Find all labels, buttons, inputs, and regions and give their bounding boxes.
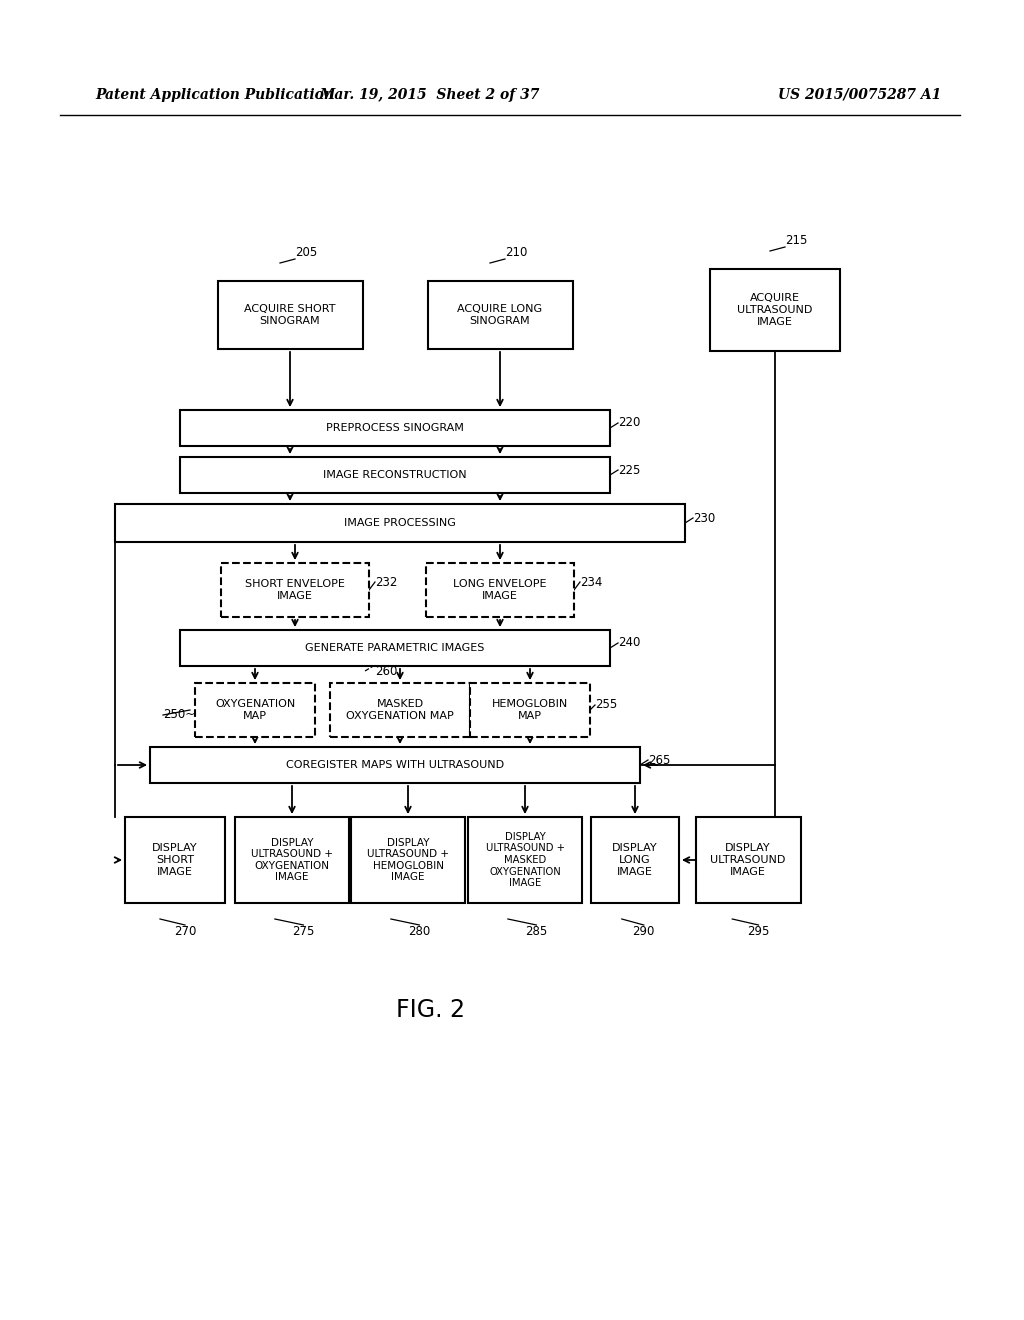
Text: COREGISTER MAPS WITH ULTRASOUND: COREGISTER MAPS WITH ULTRASOUND [286,760,504,770]
Text: Mar. 19, 2015  Sheet 2 of 37: Mar. 19, 2015 Sheet 2 of 37 [319,88,541,102]
Text: 230: 230 [693,511,715,524]
Text: 255: 255 [595,698,617,711]
FancyBboxPatch shape [180,630,610,667]
FancyBboxPatch shape [351,817,465,903]
FancyBboxPatch shape [195,682,315,737]
Text: 215: 215 [785,234,807,247]
Text: HEMOGLOBIN
MAP: HEMOGLOBIN MAP [492,700,568,721]
Text: 250~: 250~ [163,709,196,722]
FancyBboxPatch shape [468,817,582,903]
Text: 205: 205 [295,246,317,259]
Text: 210: 210 [505,246,527,259]
FancyBboxPatch shape [180,411,610,446]
FancyBboxPatch shape [591,817,679,903]
Text: 240: 240 [618,636,640,649]
Text: 275: 275 [292,925,314,939]
Text: 225: 225 [618,463,640,477]
Text: 280: 280 [409,925,430,939]
Text: PREPROCESS SINOGRAM: PREPROCESS SINOGRAM [326,422,464,433]
Text: DISPLAY
SHORT
IMAGE: DISPLAY SHORT IMAGE [153,843,198,876]
Text: 285: 285 [525,925,548,939]
Text: 270: 270 [174,925,197,939]
FancyBboxPatch shape [427,281,572,348]
Text: Patent Application Publication: Patent Application Publication [95,88,334,102]
Text: SHORT ENVELOPE
IMAGE: SHORT ENVELOPE IMAGE [245,579,345,601]
FancyBboxPatch shape [470,682,590,737]
Text: IMAGE PROCESSING: IMAGE PROCESSING [344,517,456,528]
FancyBboxPatch shape [710,269,840,351]
Text: MASKED
OXYGENATION MAP: MASKED OXYGENATION MAP [346,700,454,721]
Text: 234: 234 [580,576,602,589]
Text: 295: 295 [748,925,770,939]
Text: 232: 232 [375,576,397,589]
FancyBboxPatch shape [234,817,349,903]
Text: ACQUIRE SHORT
SINOGRAM: ACQUIRE SHORT SINOGRAM [245,304,336,326]
Text: 290: 290 [633,925,655,939]
Text: DISPLAY
ULTRASOUND +
HEMOGLOBIN
IMAGE: DISPLAY ULTRASOUND + HEMOGLOBIN IMAGE [367,838,449,882]
Text: DISPLAY
ULTRASOUND +
MASKED
OXYGENATION
IMAGE: DISPLAY ULTRASOUND + MASKED OXYGENATION … [485,832,564,888]
Text: 260: 260 [375,665,397,678]
Text: ACQUIRE LONG
SINOGRAM: ACQUIRE LONG SINOGRAM [458,304,543,326]
Text: DISPLAY
ULTRASOUND +
OXYGENATION
IMAGE: DISPLAY ULTRASOUND + OXYGENATION IMAGE [251,838,333,882]
FancyBboxPatch shape [150,747,640,783]
Text: ACQUIRE
ULTRASOUND
IMAGE: ACQUIRE ULTRASOUND IMAGE [737,293,813,326]
Text: IMAGE RECONSTRUCTION: IMAGE RECONSTRUCTION [324,470,467,480]
FancyBboxPatch shape [115,504,685,543]
FancyBboxPatch shape [330,682,470,737]
Text: FIG. 2: FIG. 2 [395,998,465,1022]
Text: DISPLAY
LONG
IMAGE: DISPLAY LONG IMAGE [612,843,657,876]
Text: OXYGENATION
MAP: OXYGENATION MAP [215,700,295,721]
Text: GENERATE PARAMETRIC IMAGES: GENERATE PARAMETRIC IMAGES [305,643,484,653]
Text: 220: 220 [618,417,640,429]
FancyBboxPatch shape [426,564,574,616]
Text: US 2015/0075287 A1: US 2015/0075287 A1 [778,88,942,102]
FancyBboxPatch shape [217,281,362,348]
FancyBboxPatch shape [221,564,369,616]
FancyBboxPatch shape [125,817,225,903]
FancyBboxPatch shape [180,457,610,492]
FancyBboxPatch shape [695,817,801,903]
Text: LONG ENVELOPE
IMAGE: LONG ENVELOPE IMAGE [454,579,547,601]
Text: DISPLAY
ULTRASOUND
IMAGE: DISPLAY ULTRASOUND IMAGE [711,843,785,876]
Text: 265: 265 [648,754,671,767]
